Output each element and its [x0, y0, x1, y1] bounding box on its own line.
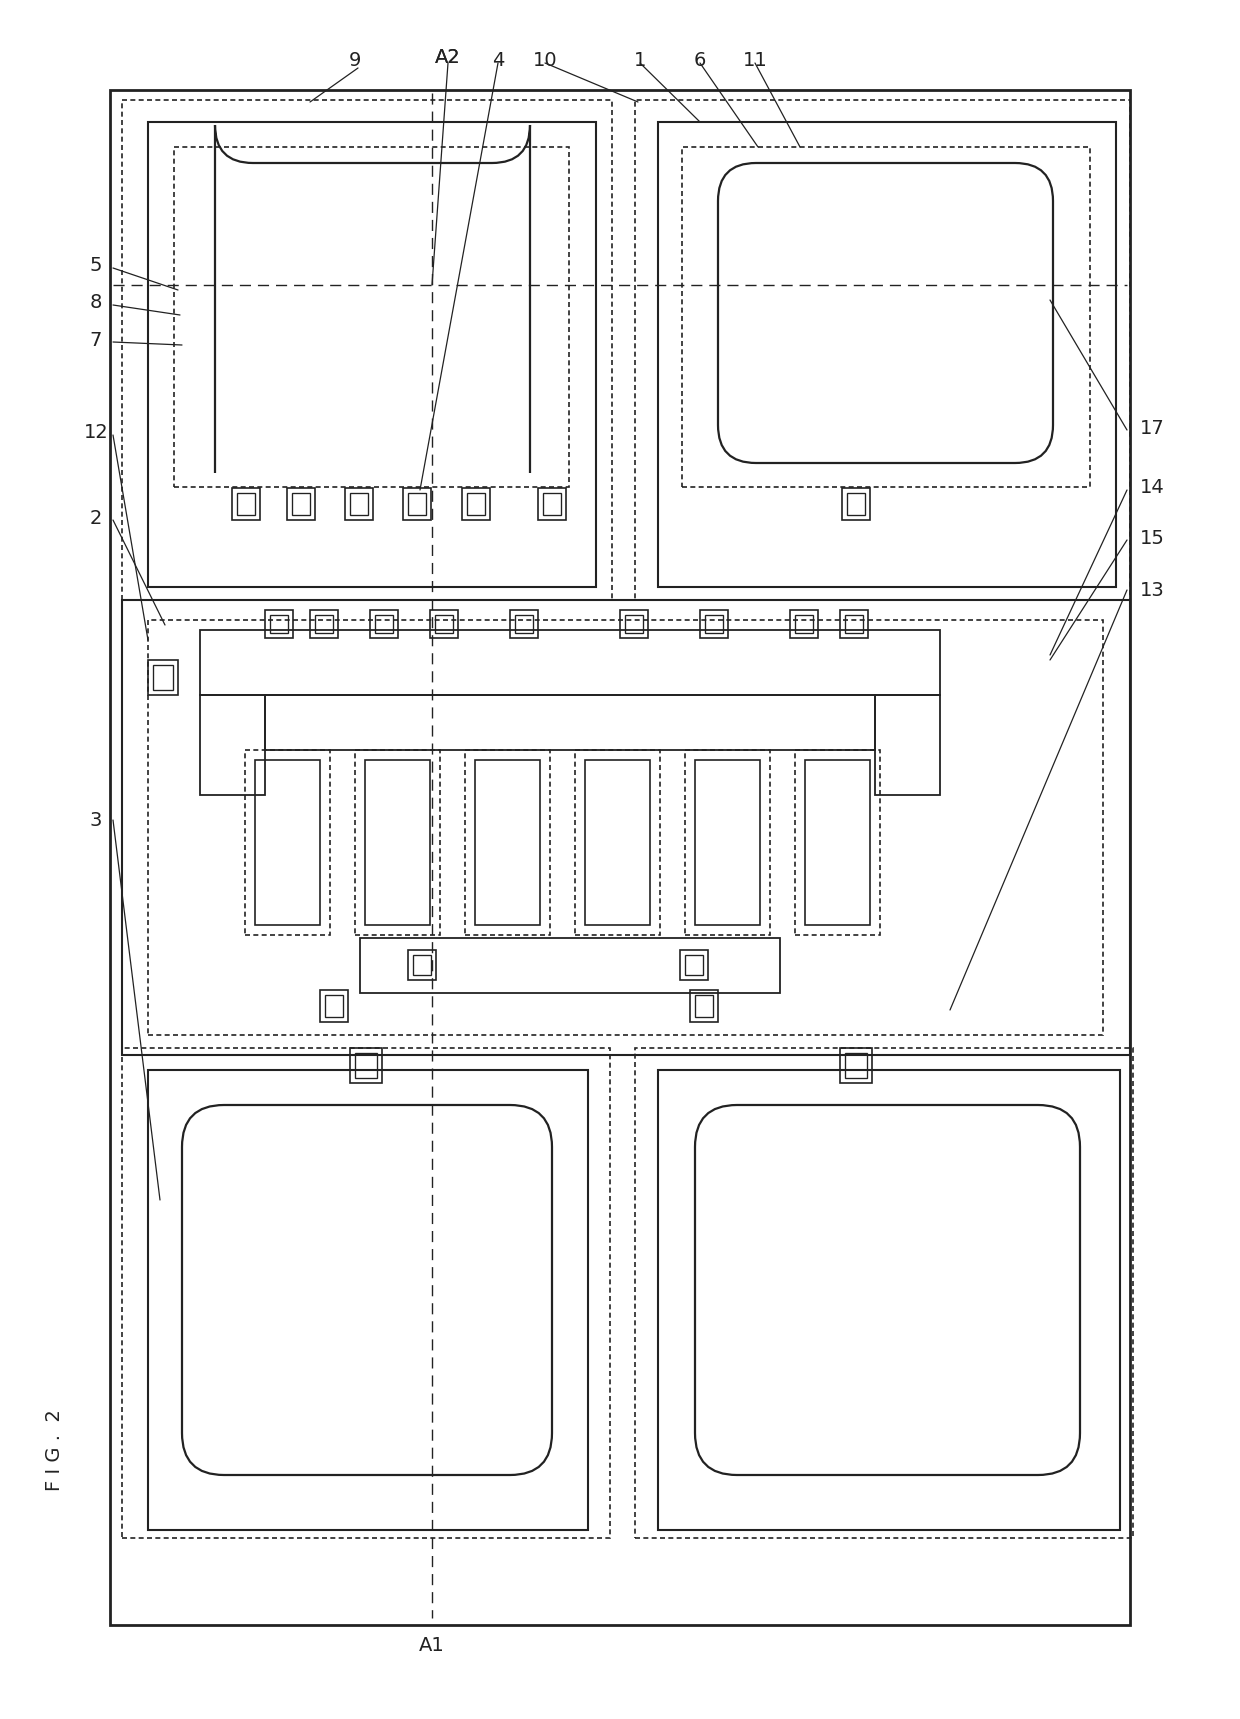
- Bar: [680, 951, 708, 980]
- Text: A2: A2: [435, 48, 461, 67]
- Bar: [255, 760, 320, 925]
- Text: 17: 17: [1140, 418, 1164, 438]
- Bar: [270, 615, 288, 633]
- Bar: [790, 610, 818, 638]
- Bar: [265, 610, 293, 638]
- Bar: [355, 1054, 377, 1078]
- Bar: [694, 995, 713, 1018]
- Bar: [408, 493, 427, 516]
- Bar: [658, 122, 1116, 586]
- Text: 13: 13: [1140, 581, 1164, 600]
- Text: 11: 11: [743, 50, 768, 69]
- Bar: [625, 615, 644, 633]
- Bar: [403, 488, 432, 521]
- Bar: [408, 951, 436, 980]
- Bar: [360, 939, 780, 994]
- Bar: [320, 990, 348, 1023]
- Text: 10: 10: [533, 50, 557, 69]
- Bar: [795, 749, 880, 935]
- Bar: [413, 956, 432, 975]
- Bar: [658, 1069, 1120, 1530]
- Bar: [839, 1049, 872, 1083]
- Bar: [370, 610, 398, 638]
- Text: 9: 9: [348, 50, 361, 69]
- Text: 5: 5: [89, 256, 102, 275]
- Bar: [475, 760, 539, 925]
- Text: 12: 12: [83, 423, 108, 442]
- Text: A1: A1: [419, 1635, 445, 1654]
- Bar: [430, 610, 458, 638]
- Bar: [110, 89, 1130, 1624]
- Bar: [682, 148, 1090, 486]
- Bar: [374, 615, 393, 633]
- Bar: [694, 760, 760, 925]
- Text: 14: 14: [1140, 478, 1164, 497]
- Bar: [286, 488, 315, 521]
- Text: 2: 2: [89, 509, 102, 528]
- Bar: [689, 990, 718, 1023]
- Bar: [620, 610, 649, 638]
- Text: 8: 8: [89, 292, 102, 311]
- Bar: [465, 749, 551, 935]
- Bar: [355, 749, 440, 935]
- Bar: [463, 488, 490, 521]
- Bar: [575, 749, 660, 935]
- Bar: [839, 610, 868, 638]
- Bar: [325, 995, 343, 1018]
- Bar: [510, 610, 538, 638]
- Bar: [153, 665, 174, 689]
- Bar: [847, 493, 866, 516]
- Bar: [174, 148, 569, 486]
- Bar: [543, 493, 560, 516]
- Bar: [467, 493, 485, 516]
- Bar: [701, 610, 728, 638]
- Bar: [122, 100, 613, 600]
- Bar: [842, 488, 870, 521]
- Bar: [635, 1049, 1133, 1539]
- Bar: [844, 1054, 867, 1078]
- Bar: [538, 488, 565, 521]
- Bar: [515, 615, 533, 633]
- Bar: [435, 615, 453, 633]
- Bar: [200, 694, 265, 794]
- Text: F I G .  2: F I G . 2: [46, 1410, 64, 1490]
- Text: 7: 7: [89, 330, 102, 349]
- Bar: [805, 760, 870, 925]
- Text: 15: 15: [1140, 528, 1164, 547]
- Text: A2: A2: [435, 48, 461, 67]
- Bar: [706, 615, 723, 633]
- Bar: [232, 488, 260, 521]
- Text: 3: 3: [89, 810, 102, 830]
- Bar: [310, 610, 339, 638]
- Bar: [844, 615, 863, 633]
- Text: 1: 1: [634, 50, 646, 69]
- Bar: [350, 1049, 382, 1083]
- Bar: [237, 493, 255, 516]
- Bar: [291, 493, 310, 516]
- Bar: [795, 615, 813, 633]
- Bar: [875, 694, 940, 794]
- Bar: [345, 488, 373, 521]
- Bar: [684, 956, 703, 975]
- Bar: [684, 749, 770, 935]
- Bar: [246, 749, 330, 935]
- Bar: [635, 100, 1130, 600]
- Bar: [148, 621, 1104, 1035]
- Bar: [148, 660, 179, 694]
- Bar: [265, 694, 875, 749]
- Text: 6: 6: [694, 50, 707, 69]
- Bar: [122, 600, 1130, 1055]
- Bar: [315, 615, 334, 633]
- Bar: [148, 1069, 588, 1530]
- Bar: [200, 629, 940, 694]
- Text: 4: 4: [492, 50, 505, 69]
- Bar: [365, 760, 430, 925]
- Bar: [122, 1049, 610, 1539]
- Bar: [148, 122, 596, 586]
- Bar: [350, 493, 368, 516]
- Bar: [585, 760, 650, 925]
